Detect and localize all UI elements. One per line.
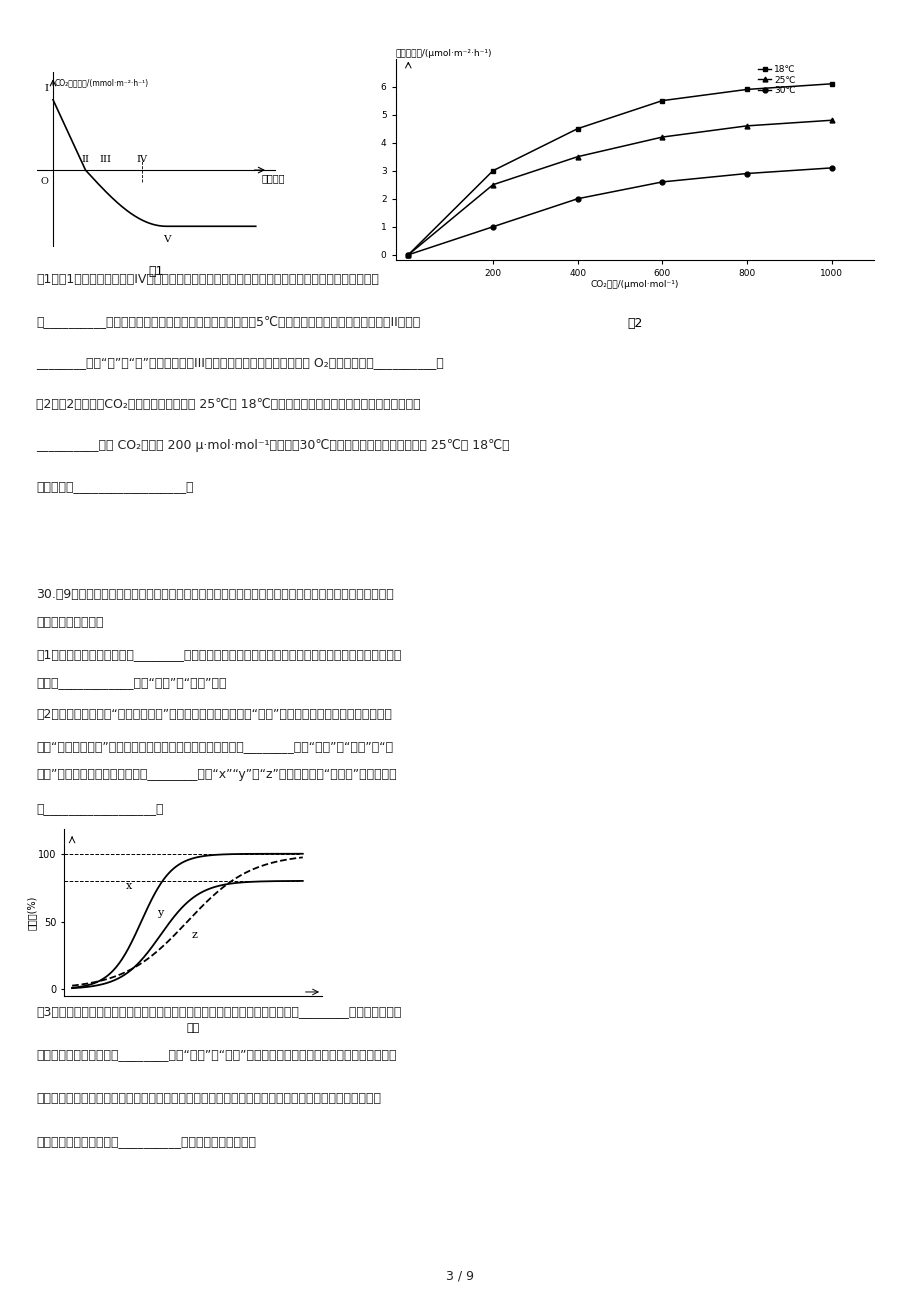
Text: （3）研究发现，机体能通过减少受体蛋白数量来缓解毒品刺激，这种调节称为________调节，导致突触: （3）研究发现，机体能通过减少受体蛋白数量来缓解毒品刺激，这种调节称为_____…: [36, 1005, 402, 1018]
Text: II: II: [82, 155, 89, 164]
Text: I: I: [45, 83, 49, 92]
Legend: 18℃, 25℃, 30℃: 18℃, 25℃, 30℃: [754, 61, 799, 99]
Text: 是__________。若图示是最适温度下的曲线，现将温度提高5℃（不考虑对呼吸作用的影响），则II点将向: 是__________。若图示是最适温度下的曲线，现将温度提高5℃（不考虑对呼吸…: [36, 315, 420, 328]
Text: （2）突触前膜上存在“多巴胺回收泵”，可将多巴胺由突触间隙“送回”突触小体内。可卡因（一种毒品）: （2）突触前膜上存在“多巴胺回收泵”，可将多巴胺由突触间隙“送回”突触小体内。可…: [36, 708, 391, 721]
Text: 可与“多巴胺回收泵”结合，使得多巴胺不能及时被回收，从而________（填“延长”或“缩短”）“愉: 可与“多巴胺回收泵”结合，使得多巴胺不能及时被回收，从而________（填“延…: [36, 741, 393, 754]
Text: __________。当 CO₂浓度在 200 μ·mol·mol⁻¹以下时，30℃条件下植物净光合速率却低于 25℃和 18℃，: __________。当 CO₂浓度在 200 μ·mol·mol⁻¹以下时，3…: [36, 439, 509, 452]
Text: （1）图1中，光照强度超过IV后叶片的光合速率不再增加，此时限制水仙花光合速率的主要环境因素: （1）图1中，光照强度超过IV后叶片的光合速率不再增加，此时限制水仙花光合速率的…: [36, 273, 379, 286]
Text: 时间: 时间: [187, 1022, 199, 1032]
Text: 原因可能是__________________。: 原因可能是__________________。: [36, 480, 194, 493]
Text: IV: IV: [137, 155, 148, 164]
Text: III: III: [99, 155, 111, 164]
Text: 净光合速率/(μmol·m⁻²·h⁻¹): 净光合速率/(μmol·m⁻²·h⁻¹): [395, 48, 492, 57]
Text: O: O: [40, 177, 48, 186]
Text: 的方向____________（填“相同”或“相反”）。: 的方向____________（填“相同”或“相反”）。: [36, 676, 226, 689]
Y-axis label: 回收率(%): 回收率(%): [27, 896, 37, 930]
Text: 有长期坤持强制戍毒，使__________，毒瘾才能真正解除。: 有长期坤持强制戍毒，使__________，毒瘾才能真正解除。: [36, 1135, 256, 1148]
X-axis label: CO₂浓度/(μmol·mol⁻¹): CO₂浓度/(μmol·mol⁻¹): [590, 280, 678, 289]
Text: 是__________________。: 是__________________。: [36, 802, 164, 815]
Text: 图1: 图1: [149, 264, 164, 277]
Text: 性毒品所产生的一种适应性状态，吸毒成瘾者必须在足量毒品维持下才能保证保持正常生理功能，因此只: 性毒品所产生的一种适应性状态，吸毒成瘾者必须在足量毒品维持下才能保证保持正常生理…: [36, 1091, 380, 1104]
Text: （2）图2中，增加CO₂浓度后，一定范围内 25℃比 18℃条件下净光合速率提高效果更明显，其原因是: （2）图2中，增加CO₂浓度后，一定范围内 25℃比 18℃条件下净光合速率提高…: [36, 397, 420, 410]
Text: 关。回答下列问题：: 关。回答下列问题：: [36, 616, 104, 629]
Text: V: V: [163, 234, 170, 243]
Text: ________（填“左”或“右”）移动。图中III点对应光照强度下，叶肉细胞中 O₂的移动方向是__________。: ________（填“左”或“右”）移动。图中III点对应光照强度下，叶肉细胞中…: [36, 355, 444, 368]
Text: 30.（9分）多巴胺是一种神经递质，在脑内能传递兴奋及愉悦的信息。另外，多巴胺也与各种上瘾行为有: 30.（9分）多巴胺是一种神经递质，在脑内能传递兴奋及愉悦的信息。另外，多巴胺也…: [36, 589, 393, 602]
Text: y: y: [156, 907, 163, 918]
Text: x: x: [126, 881, 132, 891]
Text: （1）多巴胺与突触后膜上的________结合，使突触后膜产生兴奋，此时膜外局部电流的方向与兴奋传导: （1）多巴胺与突触后膜上的________结合，使突触后膜产生兴奋，此时膜外局部…: [36, 648, 402, 661]
Text: 悦感”时间。这一过程可以用图中________（填“x”“y”或“z”）曲线表示。“愉悦感”的产生部位: 悦感”时间。这一过程可以用图中________（填“x”“y”或“z”）曲线表示…: [36, 768, 396, 781]
Text: 3 / 9: 3 / 9: [446, 1269, 473, 1282]
Text: 光照强度: 光照强度: [262, 173, 285, 184]
Text: CO₂释放速率/(mmol·m⁻²·h⁻¹): CO₂释放速率/(mmol·m⁻²·h⁻¹): [55, 78, 149, 87]
Text: z: z: [191, 930, 197, 940]
Text: 图2: 图2: [627, 316, 641, 329]
Text: 后膜对神经递质的敏感性________（填“升高”或“降低”）。毒品成瘾是中枢神经系统对长期使用成瘾: 后膜对神经递质的敏感性________（填“升高”或“降低”）。毒品成瘾是中枢神…: [36, 1048, 396, 1061]
